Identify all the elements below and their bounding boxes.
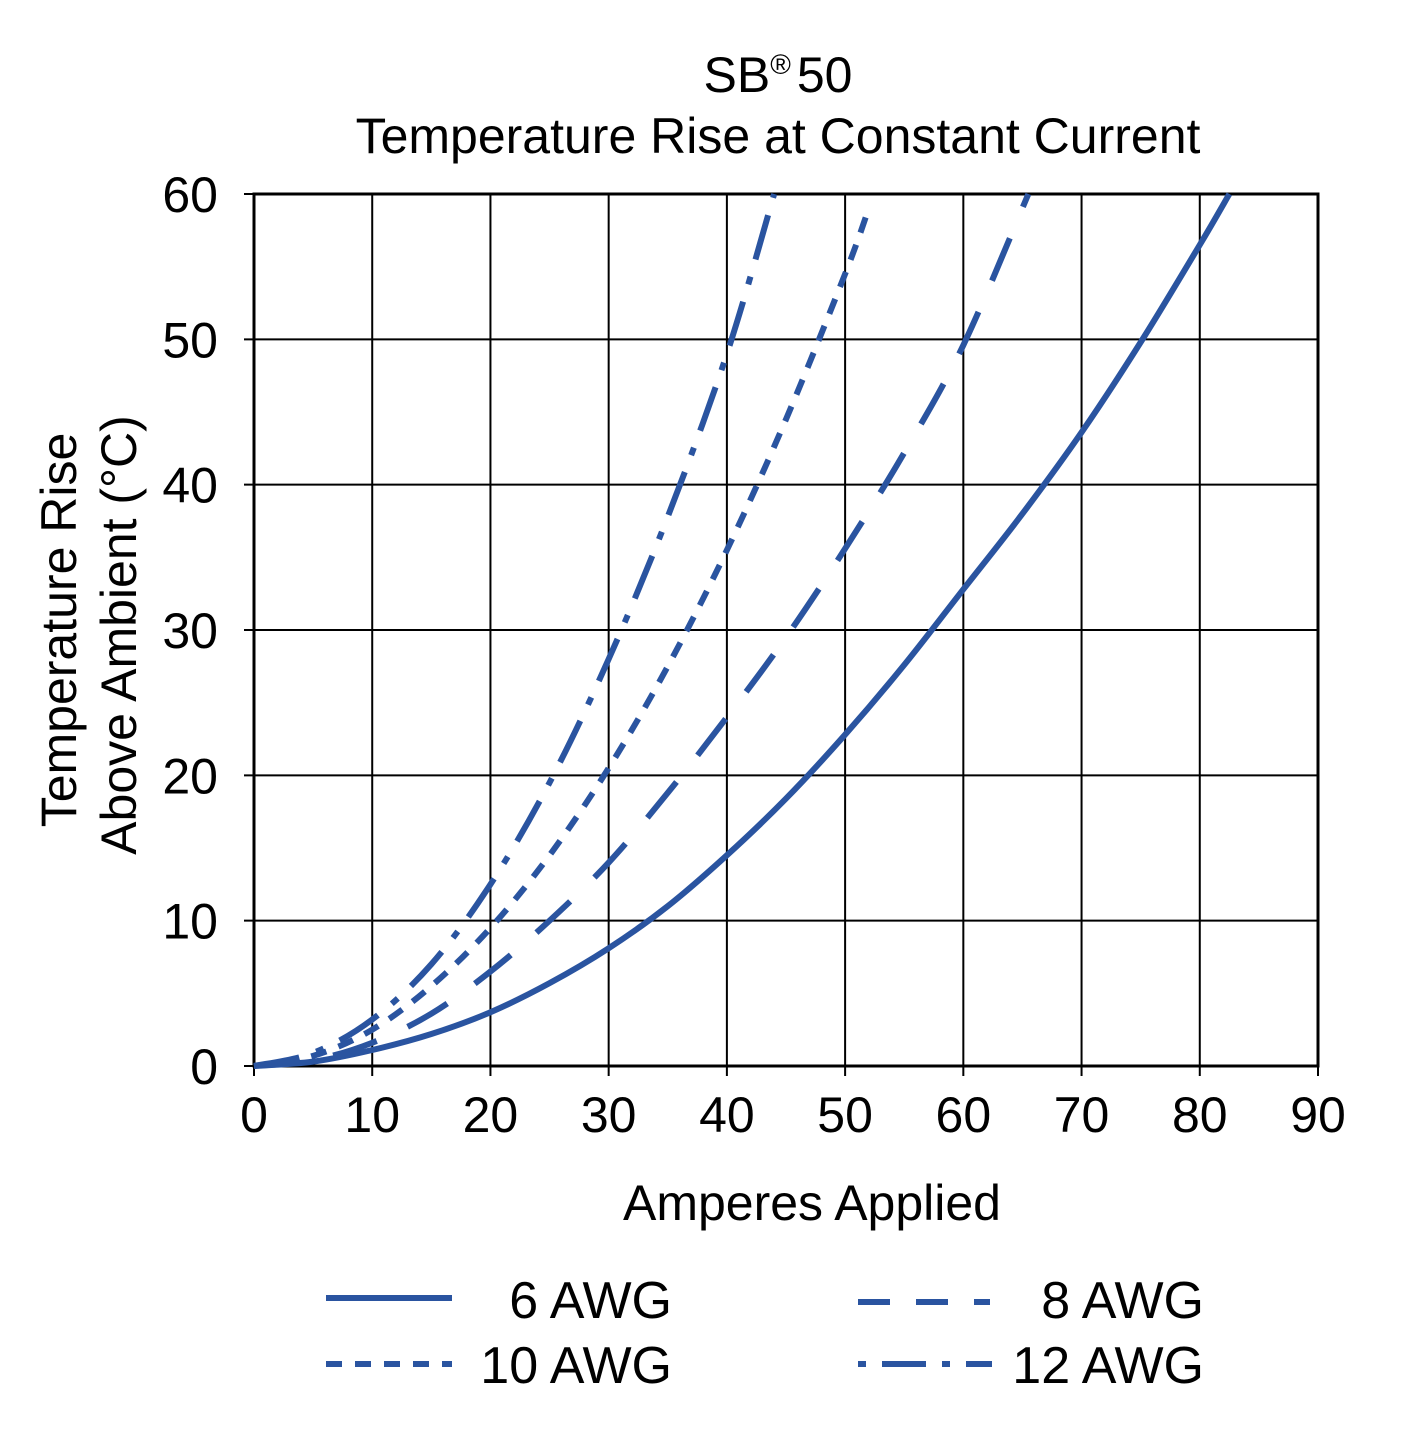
x-axis-ticks: 0 10 20 30 40 50 60 70 80 90	[240, 1087, 1346, 1143]
series-line-6-awg	[253, 192, 1232, 1069]
chart-series	[253, 192, 1232, 1069]
x-tick-label: 60	[936, 1087, 992, 1143]
legend-label-6-awg: 6 AWG	[509, 1272, 672, 1330]
legend-label-12-awg: 12 AWG	[1012, 1337, 1204, 1395]
x-tick-label: 30	[581, 1087, 637, 1143]
series-line-8-awg	[253, 192, 1032, 1069]
chart-legend: 6 AWG 8 AWG 10 AWG 12 AWG	[326, 1272, 1204, 1395]
y-tick-label: 0	[190, 1039, 218, 1095]
series-line-12-awg	[253, 193, 778, 1069]
y-axis-ticks: 0 10 20 30 40 50 60	[162, 167, 218, 1095]
x-tick-label: 70	[1054, 1087, 1110, 1143]
y-axis-label-line2: Above Ambient (°C)	[91, 415, 147, 855]
x-tick-label: 20	[463, 1087, 519, 1143]
chart-title-model: SB® 50	[704, 47, 853, 103]
y-axis-label-line1: Temperature Rise	[31, 433, 87, 828]
x-tick-label: 10	[344, 1087, 400, 1143]
x-axis-label: Amperes Applied	[623, 1175, 1001, 1231]
y-tick-label: 50	[162, 312, 218, 368]
plot-area-frame	[252, 192, 1320, 1068]
chart-title-registered-mark: ®	[770, 49, 791, 80]
y-tick-label: 60	[162, 167, 218, 223]
chart-title-brand: SB	[704, 47, 771, 103]
chart-title-model-number: 50	[797, 47, 853, 103]
x-tick-label: 90	[1290, 1087, 1346, 1143]
x-tick-label: 40	[699, 1087, 755, 1143]
x-tick-label: 0	[240, 1087, 268, 1143]
x-tick-label: 50	[817, 1087, 873, 1143]
series-line-10-awg	[253, 207, 872, 1069]
y-tick-label: 10	[162, 894, 218, 950]
chart-title: Temperature Rise at Constant Current	[356, 108, 1201, 164]
x-tick-label: 80	[1172, 1087, 1228, 1143]
legend-label-10-awg: 10 AWG	[480, 1337, 672, 1395]
y-tick-label: 40	[162, 458, 218, 514]
y-tick-label: 20	[162, 748, 218, 804]
legend-label-8-awg: 8 AWG	[1041, 1272, 1204, 1330]
chart-grid	[244, 193, 1319, 1076]
y-tick-label: 30	[162, 603, 218, 659]
